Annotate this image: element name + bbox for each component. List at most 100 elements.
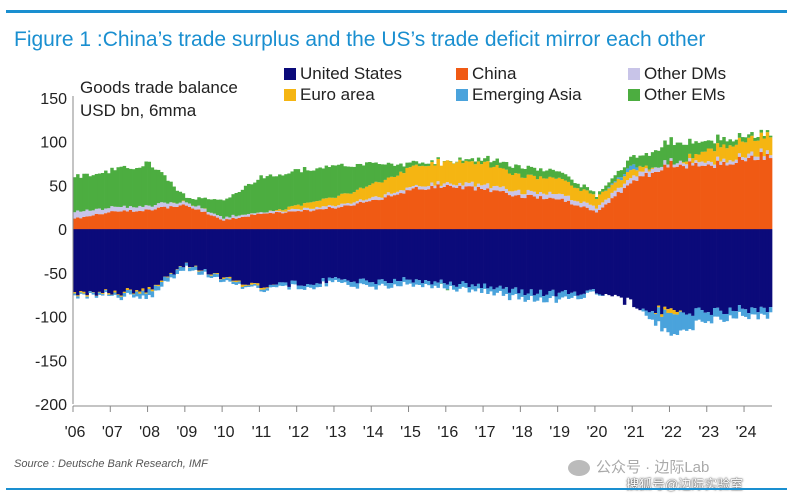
bar-other-ems: [657, 150, 661, 168]
bar-other-dms: [290, 208, 294, 212]
bar-other-dms: [647, 171, 652, 177]
bar-emerging-asia: [548, 291, 552, 299]
bar-china: [97, 214, 102, 230]
bar-china: [765, 153, 770, 230]
x-tick-label: '22: [661, 424, 682, 441]
bar-other-ems: [523, 169, 527, 178]
bar-euro-area: [309, 202, 313, 209]
bar-china: [479, 188, 484, 230]
bar-united-states: [203, 229, 207, 270]
bar-emerging-asia: [666, 312, 670, 333]
bar-united-states: [436, 229, 440, 283]
bar-other-dms: [349, 203, 353, 206]
bar-euro-area: [125, 288, 130, 291]
bar-euro-area: [464, 160, 468, 183]
bar-euro-area: [212, 273, 217, 274]
bar-euro-area: [234, 280, 239, 283]
bar-other-dms: [436, 181, 440, 185]
bar-euro-area: [352, 192, 357, 203]
bar-euro-area: [132, 293, 136, 295]
bar-euro-area: [511, 175, 515, 192]
bar-other-ems: [408, 162, 412, 168]
bar-euro-area: [601, 191, 605, 203]
y-tick-label: -100: [35, 310, 67, 327]
bar-emerging-asia: [352, 281, 357, 287]
bar-other-dms: [622, 183, 627, 189]
bar-other-ems: [622, 167, 627, 175]
bar-china: [281, 213, 285, 230]
bar-other-ems: [153, 169, 158, 206]
bar-other-dms: [709, 161, 714, 166]
bar-china: [722, 161, 726, 230]
bar-euro-area: [722, 144, 726, 159]
bar-other-ems: [330, 165, 335, 198]
bar-euro-area: [635, 170, 639, 177]
bar-emerging-asia: [76, 296, 80, 299]
bar-euro-area: [458, 159, 462, 183]
bar-emerging-asia: [635, 167, 639, 171]
bar-euro-area: [312, 201, 316, 209]
bar-other-dms: [262, 212, 266, 214]
bar-china: [290, 211, 294, 230]
bar-euro-area: [703, 151, 708, 163]
bar-other-dms: [700, 161, 705, 166]
bar-china: [495, 190, 499, 230]
bar-other-ems: [461, 160, 465, 164]
bar-euro-area: [284, 209, 288, 212]
bar-emerging-asia: [414, 279, 419, 285]
bar-other-dms: [246, 213, 251, 217]
bar-emerging-asia: [452, 285, 456, 290]
bar-united-states: [591, 229, 596, 290]
bar-other-dms: [361, 200, 366, 203]
bar-china: [685, 168, 689, 230]
bar-other-ems: [358, 163, 363, 188]
bar-euro-area: [290, 205, 294, 209]
bar-other-ems: [663, 140, 667, 161]
bar-other-dms: [100, 209, 105, 215]
bar-united-states: [94, 229, 99, 296]
bar-china: [566, 200, 571, 230]
bar-united-states: [110, 229, 114, 295]
bar-china: [271, 213, 276, 230]
bar-china: [287, 211, 291, 230]
bar-other-dms: [734, 159, 739, 163]
bar-emerging-asia: [650, 311, 655, 320]
bar-china: [380, 199, 385, 230]
x-tick-label: '15: [400, 424, 421, 441]
bar-united-states: [107, 229, 111, 294]
bar-china: [464, 186, 468, 230]
bar-united-states: [380, 229, 385, 280]
bar-emerging-asia: [641, 308, 645, 312]
bar-united-states: [570, 229, 574, 293]
bar-china: [520, 197, 524, 230]
bar-other-ems: [234, 192, 239, 217]
bar-united-states: [507, 229, 512, 293]
bar-other-dms: [240, 214, 245, 217]
bar-united-states: [405, 229, 409, 280]
bar-china: [467, 186, 472, 230]
bar-other-dms: [461, 185, 465, 190]
bar-china: [638, 176, 642, 230]
bar-other-dms: [653, 167, 658, 172]
bar-united-states: [663, 229, 667, 307]
bar-other-dms: [200, 208, 204, 212]
bar-other-ems: [420, 162, 425, 166]
bar-euro-area: [501, 168, 506, 187]
bar-euro-area: [442, 161, 447, 184]
bar-emerging-asia: [184, 262, 189, 266]
bar-other-dms: [657, 167, 661, 172]
bar-emerging-asia: [312, 284, 316, 290]
bar-other-ems: [132, 169, 136, 208]
bar-euro-area: [663, 306, 667, 310]
bar-china: [607, 202, 611, 230]
bar-other-ems: [436, 157, 440, 159]
bar-other-dms: [753, 156, 757, 161]
bar-emerging-asia: [135, 291, 139, 297]
bar-china: [343, 205, 347, 230]
bar-emerging-asia: [588, 289, 593, 292]
bar-other-ems: [309, 170, 313, 203]
bar-united-states: [414, 229, 419, 280]
bar-china: [616, 192, 621, 230]
bar-other-ems: [498, 162, 503, 168]
bar-emerging-asia: [576, 295, 580, 300]
